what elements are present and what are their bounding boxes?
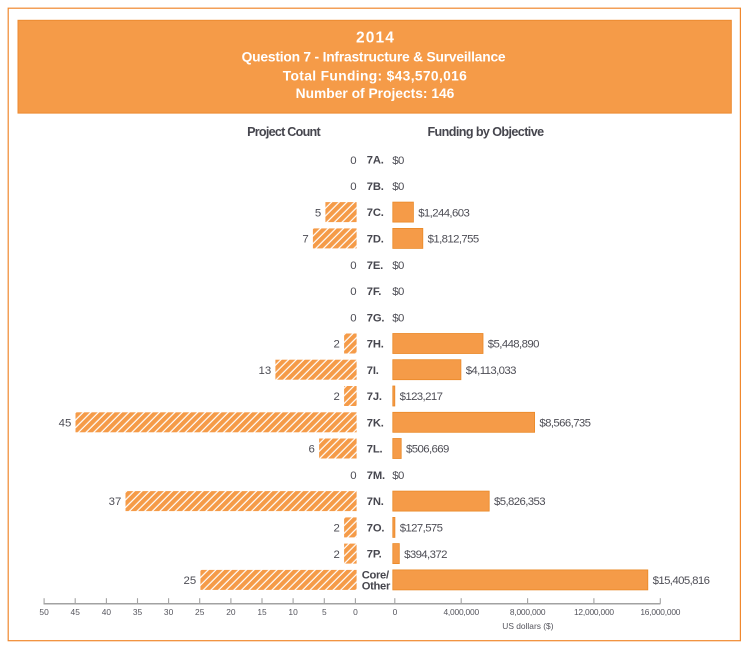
svg-text:$123,217: $123,217 xyxy=(400,391,443,403)
svg-text:0: 0 xyxy=(350,312,356,324)
svg-text:0: 0 xyxy=(350,286,356,298)
svg-text:7I.: 7I. xyxy=(367,365,379,377)
svg-text:50: 50 xyxy=(39,607,49,617)
svg-text:8,000,000: 8,000,000 xyxy=(510,607,546,617)
svg-text:$0: $0 xyxy=(392,312,404,324)
svg-text:$394,372: $394,372 xyxy=(404,549,447,561)
svg-text:7A.: 7A. xyxy=(367,155,384,167)
svg-text:$15,405,816: $15,405,816 xyxy=(653,575,710,587)
svg-text:7D.: 7D. xyxy=(367,234,384,246)
svg-text:$5,448,890: $5,448,890 xyxy=(488,339,539,351)
svg-text:37: 37 xyxy=(109,496,122,508)
svg-text:45: 45 xyxy=(59,417,72,429)
svg-text:2: 2 xyxy=(334,339,340,351)
svg-text:0: 0 xyxy=(393,607,398,617)
svg-text:$127,575: $127,575 xyxy=(400,523,443,535)
svg-text:12,000,000: 12,000,000 xyxy=(574,607,614,617)
svg-text:7K.: 7K. xyxy=(367,417,384,429)
svg-text:7M.: 7M. xyxy=(367,470,385,482)
svg-text:Total Funding: $43,570,016: Total Funding: $43,570,016 xyxy=(283,68,467,83)
svg-text:$0: $0 xyxy=(392,470,404,482)
svg-text:16,000,000: 16,000,000 xyxy=(640,607,680,617)
svg-text:2: 2 xyxy=(334,523,340,535)
svg-text:7P.: 7P. xyxy=(367,549,382,561)
svg-text:Number of Projects: 146: Number of Projects: 146 xyxy=(296,86,455,101)
svg-text:25: 25 xyxy=(184,575,197,587)
svg-text:7F.: 7F. xyxy=(367,286,381,298)
svg-text:35: 35 xyxy=(133,607,143,617)
svg-text:0: 0 xyxy=(350,260,356,272)
svg-text:$0: $0 xyxy=(392,260,404,272)
svg-text:0: 0 xyxy=(350,470,356,482)
svg-text:$506,669: $506,669 xyxy=(406,444,449,456)
svg-text:$0: $0 xyxy=(392,181,404,193)
svg-text:7G.: 7G. xyxy=(367,312,385,324)
svg-text:Project Count: Project Count xyxy=(247,125,321,139)
svg-text:$0: $0 xyxy=(392,155,404,167)
svg-text:7H.: 7H. xyxy=(367,339,384,351)
svg-text:6: 6 xyxy=(309,444,315,456)
svg-text:0: 0 xyxy=(350,155,356,167)
svg-text:$1,244,603: $1,244,603 xyxy=(418,207,469,219)
svg-text:10: 10 xyxy=(288,607,298,617)
svg-text:7N.: 7N. xyxy=(367,496,384,508)
svg-text:7B.: 7B. xyxy=(367,181,384,193)
svg-text:US dollars ($): US dollars ($) xyxy=(502,621,553,631)
svg-text:45: 45 xyxy=(71,607,81,617)
svg-text:7L.: 7L. xyxy=(367,444,383,456)
svg-text:15: 15 xyxy=(257,607,267,617)
svg-text:25: 25 xyxy=(195,607,205,617)
svg-text:0: 0 xyxy=(350,181,356,193)
svg-text:7E.: 7E. xyxy=(367,260,383,272)
svg-text:7O.: 7O. xyxy=(367,522,385,534)
svg-text:2014: 2014 xyxy=(356,30,395,47)
svg-text:$8,566,735: $8,566,735 xyxy=(539,417,590,429)
svg-text:30: 30 xyxy=(164,607,174,617)
svg-text:Question 7 - Infrastructure &: Question 7 - Infrastructure & Surveillan… xyxy=(242,50,506,65)
svg-text:$0: $0 xyxy=(392,286,404,298)
svg-text:20: 20 xyxy=(226,607,236,617)
svg-text:0: 0 xyxy=(353,607,358,617)
svg-text:$5,826,353: $5,826,353 xyxy=(494,496,545,508)
svg-text:Core/Other: Core/Other xyxy=(362,569,391,592)
svg-text:7J.: 7J. xyxy=(367,391,382,403)
svg-text:Funding by Objective: Funding by Objective xyxy=(427,125,544,139)
svg-text:2: 2 xyxy=(334,391,340,403)
svg-text:$4,113,033: $4,113,033 xyxy=(466,365,516,377)
svg-text:2: 2 xyxy=(334,549,340,561)
svg-text:7C.: 7C. xyxy=(367,207,384,219)
svg-text:13: 13 xyxy=(259,365,272,377)
svg-text:4,000,000: 4,000,000 xyxy=(443,607,479,617)
svg-text:7: 7 xyxy=(302,234,308,246)
svg-text:40: 40 xyxy=(102,607,112,617)
svg-text:$1,812,755: $1,812,755 xyxy=(428,234,479,246)
svg-text:5: 5 xyxy=(315,207,321,219)
svg-text:5: 5 xyxy=(322,607,327,617)
